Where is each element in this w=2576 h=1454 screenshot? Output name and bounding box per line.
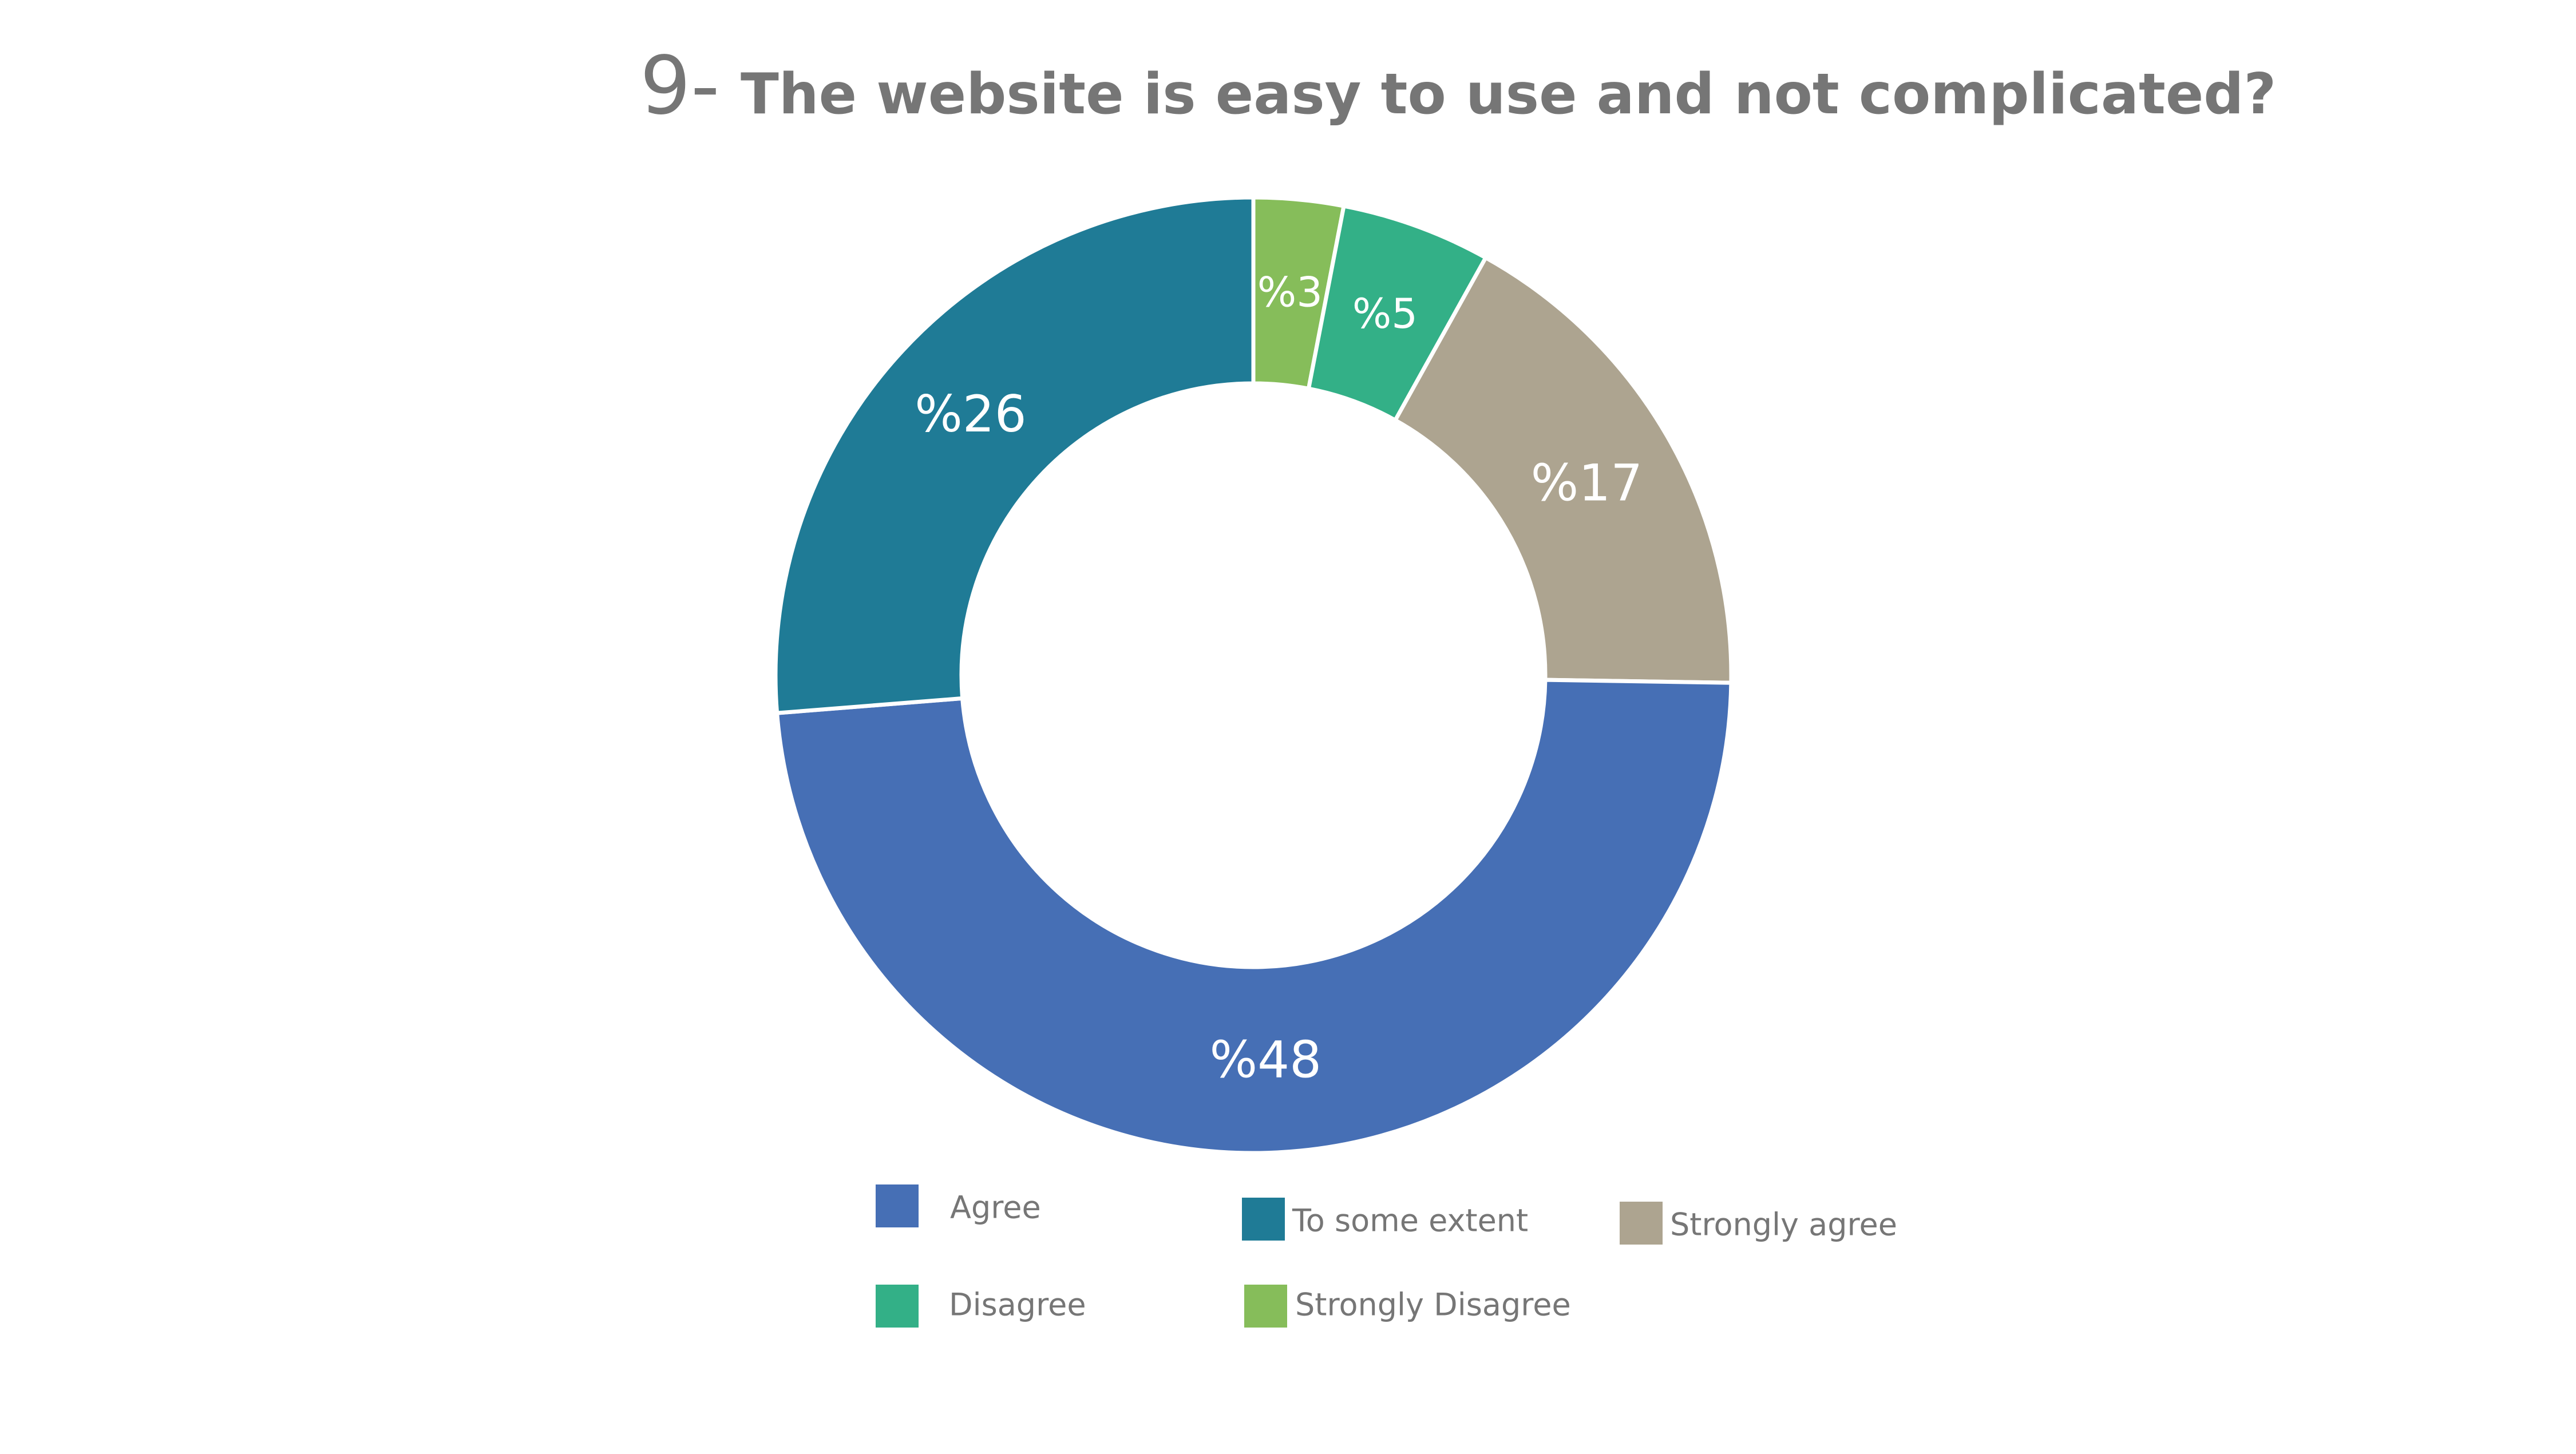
chart-title: 9- The website is easy to use and not co… <box>640 39 2276 133</box>
slice-to-some-extent <box>773 195 1256 715</box>
title-text: The website is easy to use and not compl… <box>741 62 2276 127</box>
legend-swatch <box>1620 1202 1663 1245</box>
slice-strongly-agree <box>1393 255 1734 685</box>
legend-swatch <box>876 1184 919 1227</box>
slice-label-disagree: %5 <box>1352 290 1418 338</box>
donut-slices <box>773 195 1734 1155</box>
legend-label: Disagree <box>949 1287 1086 1323</box>
legend-swatch <box>1242 1198 1285 1241</box>
legend-item: Disagree <box>876 1285 1086 1328</box>
slice-label-to-some-extent: %26 <box>915 385 1027 443</box>
slice-label-strongly-agree: %17 <box>1531 453 1643 512</box>
legend-item: Strongly agree <box>1620 1202 1897 1245</box>
title-number: 9- <box>640 39 720 133</box>
slice-labels: %3 %5 %17 %48 %26 <box>915 268 1643 1089</box>
legend-item: To some extent <box>1242 1198 1528 1241</box>
legend-item: Agree <box>876 1184 1041 1227</box>
legend-label: Strongly Disagree <box>1295 1287 1571 1323</box>
legend-label: Strongly agree <box>1670 1207 1897 1243</box>
legend-item: Strongly Disagree <box>1244 1285 1571 1328</box>
legend-label: Agree <box>950 1190 1041 1226</box>
legend-label: To some extent <box>1292 1203 1528 1239</box>
legend-swatch <box>876 1285 919 1328</box>
slice-label-strongly-disagree: %3 <box>1257 268 1323 316</box>
legend-swatch <box>1244 1285 1287 1328</box>
slice-label-agree: %48 <box>1210 1031 1322 1089</box>
slice-agree <box>775 678 1734 1155</box>
legend: Agree To some extent Strongly agree Disagre… <box>876 1184 1897 1328</box>
